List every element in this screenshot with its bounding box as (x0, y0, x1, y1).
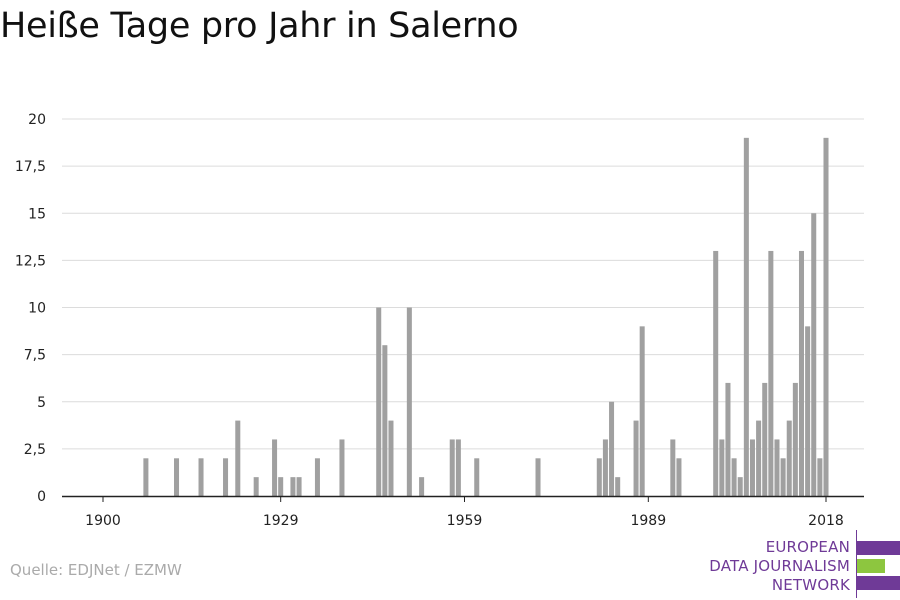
bar (388, 420, 394, 496)
y-tick-label: 2,5 (24, 442, 46, 458)
logo-line-1: EUROPEAN (765, 538, 850, 556)
bar (756, 420, 762, 496)
x-tick-label: 2018 (808, 513, 844, 529)
logo-bar-middle (857, 559, 885, 573)
y-tick-label: 5 (37, 395, 46, 411)
x-tick-label: 1989 (630, 513, 666, 529)
bar (296, 477, 302, 496)
bar (314, 458, 320, 496)
bar (223, 458, 229, 496)
bar (455, 439, 461, 496)
bar (798, 250, 804, 496)
bar (609, 401, 615, 496)
bar (535, 458, 541, 496)
chart-title: Heiße Tage pro Jahr in Salerno (0, 6, 519, 46)
source-note: Quelle: EDJNet / EZMW (10, 561, 182, 579)
bar (449, 439, 455, 496)
edjnet-logo-mark (855, 530, 900, 600)
bar (272, 439, 278, 496)
bar (743, 137, 749, 496)
bar (762, 382, 768, 496)
y-tick-label: 10 (28, 301, 46, 317)
bar (737, 477, 743, 496)
bar (725, 382, 731, 496)
bar (406, 307, 412, 496)
bar (143, 458, 149, 496)
y-tick-label: 20 (28, 112, 46, 128)
bar (780, 458, 786, 496)
bar (786, 420, 792, 496)
bar (676, 458, 682, 496)
bar (639, 326, 645, 496)
bar (339, 439, 345, 496)
bar (419, 477, 425, 496)
bar (278, 477, 284, 496)
bar (602, 439, 608, 496)
bar (768, 250, 774, 496)
bar (811, 213, 817, 496)
bar (719, 439, 725, 496)
bar (805, 326, 811, 496)
logo-line-2: DATA JOURNALISM (709, 557, 850, 575)
bar (817, 458, 823, 496)
bar (823, 137, 829, 496)
logo-line-3: NETWORK (771, 576, 850, 594)
bar (633, 420, 639, 496)
edjnet-logo-text: EUROPEAN DATA JOURNALISM NETWORK (709, 538, 850, 595)
bars (143, 137, 829, 496)
bar (474, 458, 480, 496)
y-tick-label: 17,5 (15, 159, 46, 175)
bar (596, 458, 602, 496)
bar (792, 382, 798, 496)
bar (774, 439, 780, 496)
x-tick-label: 1900 (85, 513, 121, 529)
y-tick-label: 15 (28, 206, 46, 222)
bar (290, 477, 296, 496)
logo-divider (856, 530, 857, 598)
bar (235, 420, 241, 496)
x-axis-tick-labels: 1900 1929 1959 1989 2018 (85, 513, 844, 529)
y-tick-label: 0 (37, 489, 46, 505)
y-tick-label: 7,5 (24, 348, 46, 364)
gridlines (62, 118, 864, 450)
y-tick-label: 12,5 (15, 253, 46, 269)
bar (174, 458, 180, 496)
bar (376, 307, 382, 496)
x-tick-label: 1959 (447, 513, 483, 529)
bar (670, 439, 676, 496)
y-axis-tick-labels: 0 2,5 5 7,5 10 12,5 15 17,5 20 (15, 112, 46, 505)
bar (749, 439, 755, 496)
bar (382, 345, 388, 496)
bar (198, 458, 204, 496)
x-tick-label: 1929 (263, 513, 299, 529)
bar (615, 477, 621, 496)
bar (713, 250, 719, 496)
logo-bar-bottom (857, 576, 900, 590)
logo-bar-top (857, 541, 900, 555)
bar (731, 458, 737, 496)
x-axis (62, 495, 864, 502)
bar (253, 477, 259, 496)
